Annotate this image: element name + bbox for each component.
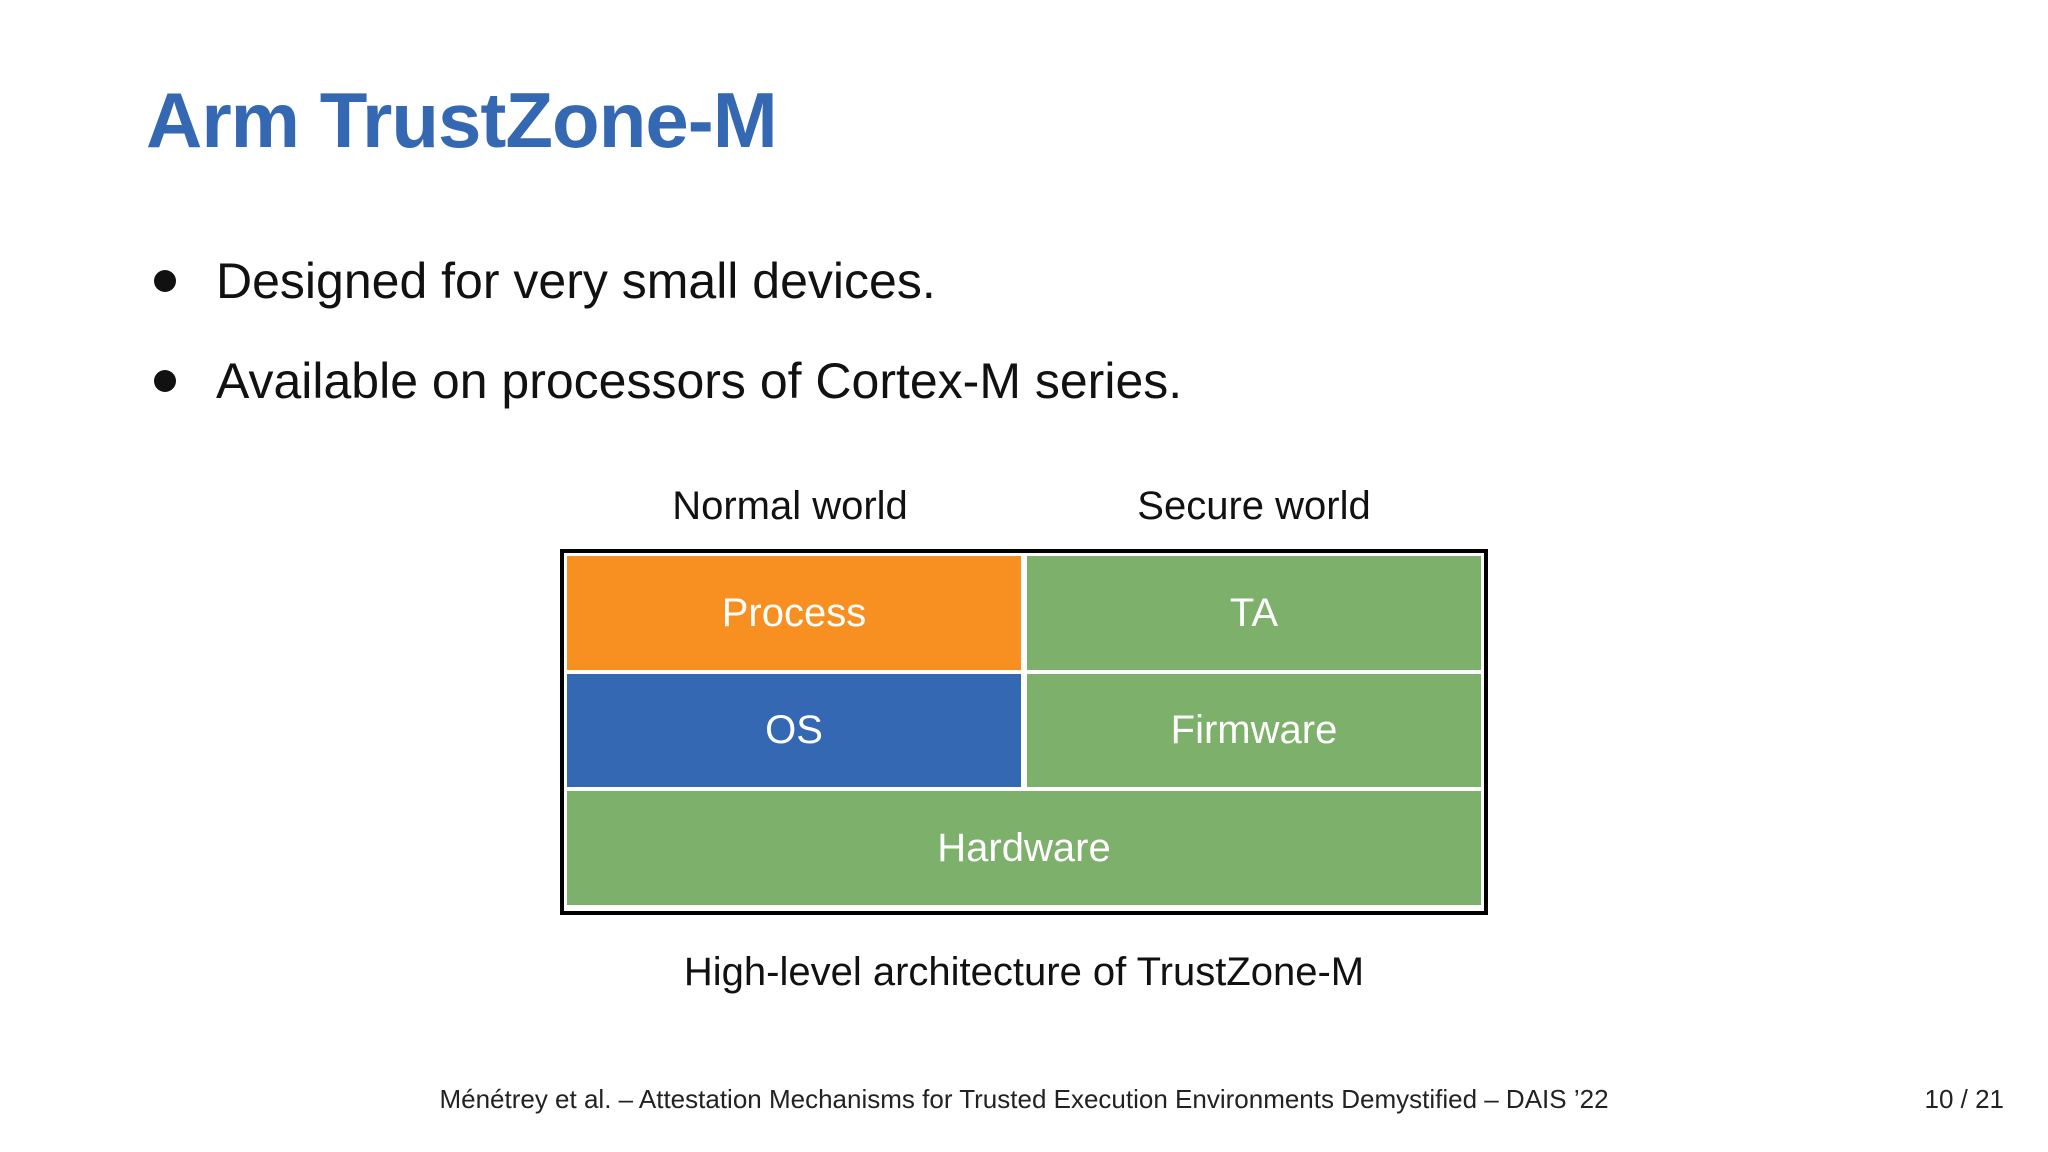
bullet-text: Designed for very small devices. bbox=[216, 253, 936, 309]
ta-block: TA bbox=[1027, 556, 1481, 670]
hardware-label: Hardware bbox=[937, 825, 1111, 870]
bullet-dot-icon bbox=[154, 370, 176, 392]
slide-title: Arm TrustZone-M bbox=[146, 76, 778, 164]
hardware-block: Hardware bbox=[567, 791, 1481, 905]
process-block: Process bbox=[567, 556, 1021, 670]
os-block: OS bbox=[567, 674, 1021, 787]
os-label: OS bbox=[765, 708, 823, 752]
bullet-text: Available on processors of Cortex-M seri… bbox=[216, 353, 1183, 409]
bullet-item: Available on processors of Cortex-M seri… bbox=[154, 348, 1182, 414]
normal-world-label: Normal world bbox=[672, 484, 908, 528]
bullet-dot-icon bbox=[154, 270, 176, 292]
ta-label: TA bbox=[1229, 590, 1279, 635]
secure-world-label: Secure world bbox=[1137, 484, 1371, 528]
process-label: Process bbox=[721, 590, 867, 635]
diagram-caption: High-level architecture of TrustZone-M bbox=[683, 950, 1365, 994]
bullet-item: Designed for very small devices. bbox=[154, 248, 1182, 314]
architecture-diagram: Process TA OS Firmware Hardware bbox=[560, 549, 1488, 915]
firmware-block: Firmware bbox=[1027, 674, 1481, 787]
firmware-label: Firmware bbox=[1170, 708, 1338, 752]
bullet-list: Designed for very small devices. Availab… bbox=[154, 248, 1182, 448]
page-number: 10 / 21 bbox=[1924, 1084, 2004, 1114]
footer-citation: Ménétrey et al. – Attestation Mechanisms… bbox=[439, 1084, 1609, 1114]
